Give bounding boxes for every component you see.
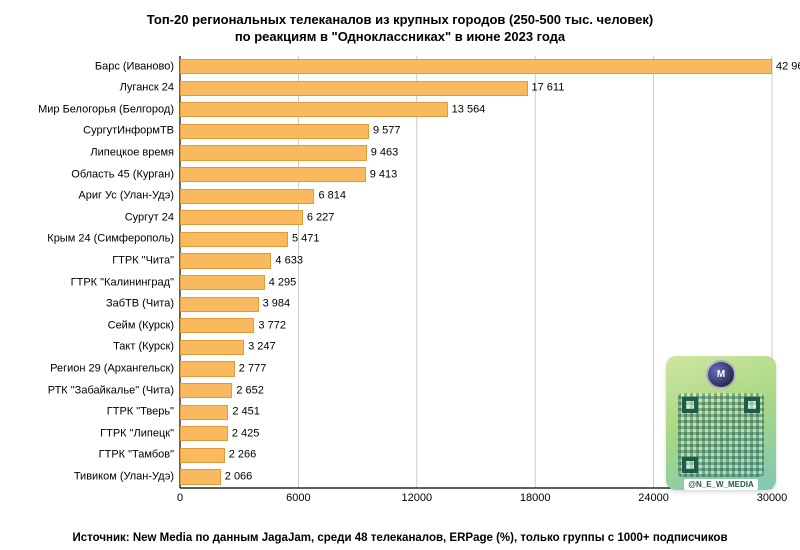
bar	[180, 405, 228, 420]
bar	[180, 426, 228, 441]
bar	[180, 232, 288, 247]
bar	[180, 318, 254, 333]
bar-value-label: 4 633	[275, 255, 303, 266]
bar	[180, 59, 772, 74]
x-tick-label: 6000	[286, 492, 310, 504]
source-text: Источник: New Media по данным JagaJam, с…	[18, 532, 782, 544]
title-line-2: по реакциям в "Одноклассниках" в июне 20…	[235, 29, 565, 44]
bar-value-label: 3 984	[263, 299, 291, 310]
bar	[180, 102, 448, 117]
qr-code-icon	[678, 393, 764, 477]
bar-value-label: 17 611	[532, 83, 565, 94]
bar-value-label: 6 814	[318, 191, 346, 202]
bar	[180, 275, 265, 290]
bar	[180, 361, 235, 376]
bar-value-label: 6 227	[307, 212, 335, 223]
bar	[180, 124, 369, 139]
bar	[180, 383, 232, 398]
bar-value-label: 9 413	[370, 169, 398, 180]
bar	[180, 167, 366, 182]
bar-value-label: 4 295	[269, 277, 297, 288]
bar-value-label: 2 266	[229, 450, 257, 461]
bar-value-label: 9 463	[371, 147, 399, 158]
bar	[180, 145, 367, 160]
bar-value-label: 42 969	[776, 61, 800, 72]
qr-promo-card: M @N_E_W_MEDIA	[666, 356, 776, 490]
title-line-1: Топ-20 региональных телеканалов из крупн…	[147, 12, 654, 27]
bar-value-label: 5 471	[292, 234, 320, 245]
channel-logo-icon: M	[706, 360, 736, 389]
bar-value-label: 2 652	[236, 385, 264, 396]
x-tick-label: 18000	[520, 492, 551, 504]
x-tick-label: 12000	[402, 492, 433, 504]
bar-value-label: 9 577	[373, 126, 401, 137]
bar	[180, 297, 259, 312]
bar-value-label: 2 451	[232, 407, 260, 418]
bar	[180, 448, 225, 463]
bar	[180, 81, 528, 96]
x-tick-label: 30000	[757, 492, 788, 504]
bar	[180, 469, 221, 484]
bar-value-label: 3 247	[248, 342, 276, 353]
x-tick-label: 24000	[638, 492, 669, 504]
bar	[180, 189, 314, 204]
x-tick-label: 0	[177, 492, 183, 504]
bar-value-label: 2 777	[239, 363, 267, 374]
bar	[180, 253, 271, 268]
chart-container: Топ-20 региональных телеканалов из крупн…	[0, 0, 800, 550]
chart-title: Топ-20 региональных телеканалов из крупн…	[18, 12, 782, 46]
bar	[180, 210, 303, 225]
bar-value-label: 2 066	[225, 471, 253, 482]
bar	[180, 340, 244, 355]
bar-value-label: 2 425	[232, 428, 260, 439]
bar-value-label: 13 564	[452, 104, 486, 115]
bar-value-label: 3 772	[258, 320, 286, 331]
qr-handle: @N_E_W_MEDIA	[684, 479, 758, 490]
